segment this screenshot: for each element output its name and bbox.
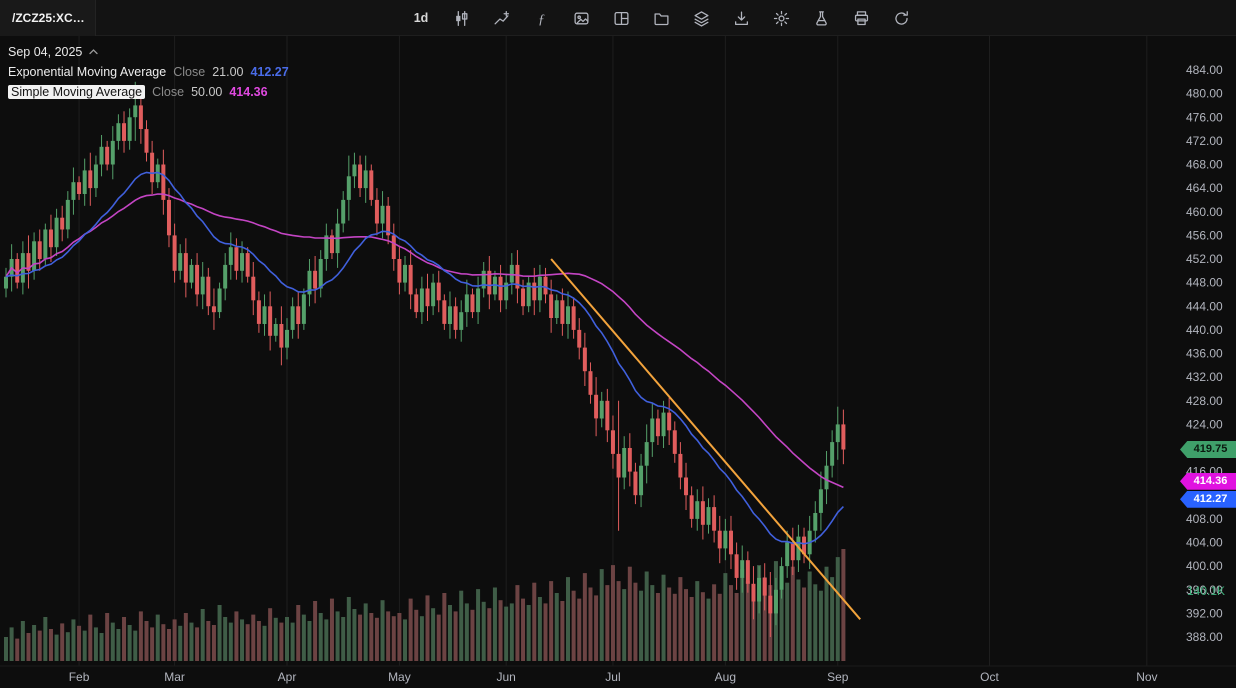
svg-text:468.00: 468.00 (1186, 158, 1223, 172)
svg-text:Sep: Sep (827, 670, 849, 684)
price-badge: 419.75 (1180, 440, 1236, 458)
svg-text:428.00: 428.00 (1186, 394, 1223, 408)
svg-text:456.00: 456.00 (1186, 228, 1223, 242)
svg-text:ƒ: ƒ (538, 11, 545, 26)
svg-text:452.00: 452.00 (1186, 252, 1223, 266)
svg-text:Nov: Nov (1136, 670, 1157, 684)
chart-date: Sep 04, 2025 (8, 45, 83, 59)
chart-legend: Sep 04, 2025 Exponential Moving Average … (8, 44, 289, 104)
svg-text:464.00: 464.00 (1186, 181, 1223, 195)
svg-text:448.00: 448.00 (1186, 276, 1223, 290)
trendline-icon[interactable] (486, 5, 516, 31)
candlesticks-icon[interactable] (446, 5, 476, 31)
download-icon[interactable] (726, 5, 756, 31)
svg-text:392.00: 392.00 (1186, 606, 1223, 620)
collapse-legend-icon[interactable] (89, 48, 99, 56)
trendline-drawing (550, 258, 861, 620)
svg-text:424.00: 424.00 (1186, 417, 1223, 431)
indicator-param: 21.00 (212, 65, 244, 79)
svg-text:396.00: 396.00 (1186, 583, 1223, 597)
settings-icon[interactable] (766, 5, 796, 31)
svg-text:480.00: 480.00 (1186, 87, 1223, 101)
photo-icon[interactable] (566, 5, 596, 31)
svg-text:460.00: 460.00 (1186, 205, 1223, 219)
price-badge: 414.36 (1180, 472, 1236, 490)
svg-text:436.00: 436.00 (1186, 347, 1223, 361)
volume-readout: 140.1K (1187, 584, 1226, 598)
svg-text:May: May (388, 670, 411, 684)
beaker-icon[interactable] (806, 5, 836, 31)
price-badge: 412.27 (1180, 490, 1236, 508)
svg-text:Oct: Oct (980, 670, 999, 684)
volume-bars (4, 549, 846, 661)
svg-text:444.00: 444.00 (1186, 299, 1223, 313)
svg-text:Jul: Jul (605, 670, 620, 684)
legend-date-row[interactable]: Sep 04, 2025 (8, 44, 289, 60)
indicator-source: Close (173, 65, 206, 79)
gridlines (0, 36, 1236, 667)
symbol-selector[interactable]: /ZCZ25:XC… (0, 0, 96, 36)
svg-text:432.00: 432.00 (1186, 370, 1223, 384)
svg-text:404.00: 404.00 (1186, 536, 1223, 550)
indicator-name: Exponential Moving Average (8, 65, 167, 79)
svg-text:484.00: 484.00 (1186, 63, 1223, 77)
svg-text:Mar: Mar (164, 670, 185, 684)
print-icon[interactable] (846, 5, 876, 31)
toolbar-icon-group: 1d ƒ (406, 0, 916, 36)
svg-text:472.00: 472.00 (1186, 134, 1223, 148)
function-icon[interactable]: ƒ (526, 5, 556, 31)
indicator-param: 50.00 (191, 85, 223, 99)
candles-layer (4, 81, 846, 637)
indicator-value-sma: 414.36 (229, 85, 268, 99)
layers-icon[interactable] (686, 5, 716, 31)
sma-line (5, 193, 844, 489)
indicator-value-ema: 412.27 (250, 65, 289, 79)
svg-text:Aug: Aug (715, 670, 736, 684)
indicator-legend-ema[interactable]: Exponential Moving Average Close 21.00 4… (8, 64, 289, 80)
indicator-legend-sma[interactable]: Simple Moving Average Close 50.00 414.36 (8, 84, 289, 100)
svg-text:Feb: Feb (69, 670, 90, 684)
svg-text:400.00: 400.00 (1186, 559, 1223, 573)
refresh-icon[interactable] (886, 5, 916, 31)
svg-text:Jun: Jun (497, 670, 516, 684)
svg-text:440.00: 440.00 (1186, 323, 1223, 337)
indicator-source: Close (152, 85, 185, 99)
chart-toolbar: /ZCZ25:XC… 1d ƒ (0, 0, 1236, 36)
svg-text:476.00: 476.00 (1186, 110, 1223, 124)
svg-text:Apr: Apr (278, 670, 297, 684)
svg-text:388.00: 388.00 (1186, 630, 1223, 644)
svg-text:408.00: 408.00 (1186, 512, 1223, 526)
drawing-annotations (550, 258, 861, 620)
layout-icon[interactable] (606, 5, 636, 31)
ema-line (5, 171, 844, 545)
indicator-name: Simple Moving Average (8, 85, 146, 99)
timeframe-button[interactable]: 1d (406, 5, 436, 31)
folder-icon[interactable] (646, 5, 676, 31)
moving-average-lines (5, 171, 844, 545)
